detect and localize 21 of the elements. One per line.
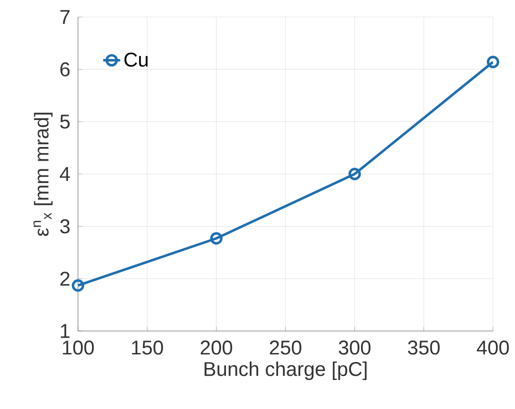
point bbox=[210, 232, 223, 245]
x-axis-title: Bunch charge [pC] bbox=[204, 361, 367, 380]
point bbox=[72, 279, 84, 292]
y-tick-label: 4 bbox=[60, 167, 70, 181]
x-tick-label: 300 bbox=[338, 340, 370, 355]
y-tick-label: 3 bbox=[60, 219, 70, 234]
y-tick-label: 7 bbox=[60, 10, 70, 24]
point bbox=[348, 168, 361, 180]
y-tick-label: 5 bbox=[60, 114, 70, 129]
x-tick-label: 400 bbox=[476, 340, 509, 355]
y-axis-title: ε$^{n}$$_{x}$ [mm mrad] bbox=[33, 112, 53, 236]
x-tick-label: 100 bbox=[62, 340, 94, 355]
x-tick-label: 200 bbox=[200, 340, 232, 355]
y-tick-label: 1 bbox=[60, 324, 70, 338]
x-tick-label: 350 bbox=[408, 340, 440, 355]
y-tick-label: 6 bbox=[60, 62, 70, 76]
y-tick-label: 2 bbox=[60, 272, 70, 286]
legend-label: Cu bbox=[124, 52, 148, 67]
point bbox=[486, 56, 500, 68]
x-tick-label: 250 bbox=[270, 340, 302, 355]
x-tick-label: 150 bbox=[132, 340, 163, 355]
